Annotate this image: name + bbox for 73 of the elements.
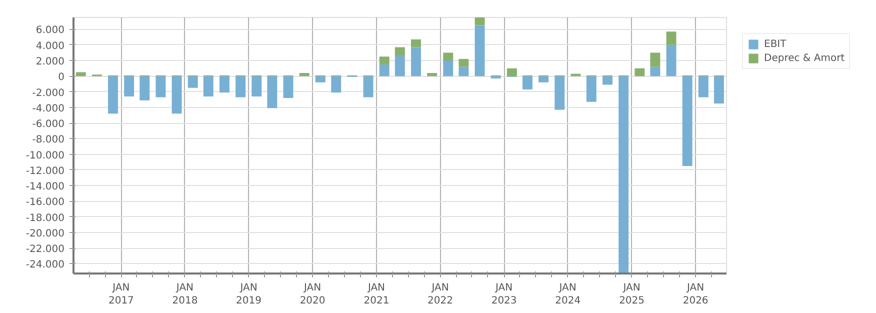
legend-label: EBIT bbox=[764, 38, 786, 50]
y-tick-label: -8.000 bbox=[32, 134, 65, 146]
bar bbox=[443, 60, 454, 76]
x-tick-label: JAN 2025 bbox=[619, 282, 645, 307]
x-tick-label: JAN 2018 bbox=[172, 282, 198, 307]
bar bbox=[650, 52, 660, 67]
bar bbox=[172, 76, 182, 114]
y-tick-label: -18.000 bbox=[26, 212, 65, 224]
bar bbox=[379, 64, 390, 76]
bar bbox=[379, 56, 390, 64]
x-tick-label: JAN 2019 bbox=[236, 282, 262, 307]
x-tick-label: JAN 2022 bbox=[428, 282, 454, 307]
bar bbox=[203, 76, 214, 96]
y-tick-label: -10.000 bbox=[26, 150, 65, 162]
x-tick-label: JAN 2024 bbox=[555, 282, 581, 307]
bar bbox=[554, 76, 565, 110]
bar bbox=[650, 66, 660, 76]
y-tick-label: 6.000 bbox=[36, 25, 65, 36]
y-tick-label: 2.000 bbox=[36, 56, 65, 68]
y-tick-label: -22.000 bbox=[26, 244, 65, 256]
bar bbox=[586, 76, 596, 102]
x-tick-label: JAN 2020 bbox=[300, 282, 326, 307]
x-tick-label: JAN 2026 bbox=[682, 282, 708, 307]
bar bbox=[538, 76, 549, 82]
bar bbox=[363, 76, 374, 98]
bar bbox=[140, 76, 150, 100]
bar bbox=[698, 76, 708, 98]
bar bbox=[156, 76, 166, 98]
bar bbox=[714, 76, 724, 104]
x-tick-label: JAN 2017 bbox=[108, 282, 134, 307]
bar bbox=[394, 55, 405, 76]
bar bbox=[602, 76, 612, 85]
y-tick-label: -14.000 bbox=[26, 182, 65, 193]
bar bbox=[666, 32, 676, 45]
bar bbox=[474, 25, 485, 76]
bar bbox=[634, 68, 645, 76]
bar bbox=[474, 18, 485, 26]
legend-label: Deprec & Amort bbox=[764, 52, 845, 64]
bar bbox=[458, 66, 469, 76]
y-tick-label: -4.000 bbox=[32, 103, 65, 114]
bar bbox=[458, 58, 469, 67]
bar bbox=[682, 76, 692, 166]
bar bbox=[283, 76, 294, 98]
bar bbox=[108, 76, 118, 114]
y-tick-label: -2.000 bbox=[32, 88, 65, 99]
bar bbox=[427, 73, 438, 76]
bar bbox=[188, 76, 198, 88]
bar bbox=[219, 76, 230, 93]
y-tick-label: 0 bbox=[58, 72, 65, 84]
y-tick-label: -16.000 bbox=[26, 197, 65, 208]
bar bbox=[267, 76, 278, 108]
bar bbox=[76, 72, 86, 76]
x-tick-label: JAN 2023 bbox=[491, 282, 517, 307]
bar bbox=[124, 76, 134, 96]
bar bbox=[411, 47, 421, 76]
y-tick-label: 4.000 bbox=[36, 40, 65, 52]
bar bbox=[522, 76, 532, 90]
bar bbox=[299, 73, 310, 76]
bar bbox=[236, 76, 246, 98]
y-tick-label: -24.000 bbox=[26, 260, 65, 271]
bar bbox=[666, 44, 676, 76]
y-tick-label: -12.000 bbox=[26, 166, 65, 177]
bar bbox=[506, 68, 517, 76]
bar bbox=[618, 76, 629, 274]
bar bbox=[315, 76, 326, 82]
bar bbox=[394, 47, 405, 56]
y-tick-label: -6.000 bbox=[32, 119, 65, 130]
bar bbox=[411, 39, 421, 48]
bar bbox=[252, 76, 262, 96]
x-tick-label: JAN 2021 bbox=[364, 282, 390, 307]
y-tick-label: -20.000 bbox=[26, 228, 65, 240]
bar bbox=[443, 52, 454, 60]
bar bbox=[331, 76, 342, 93]
